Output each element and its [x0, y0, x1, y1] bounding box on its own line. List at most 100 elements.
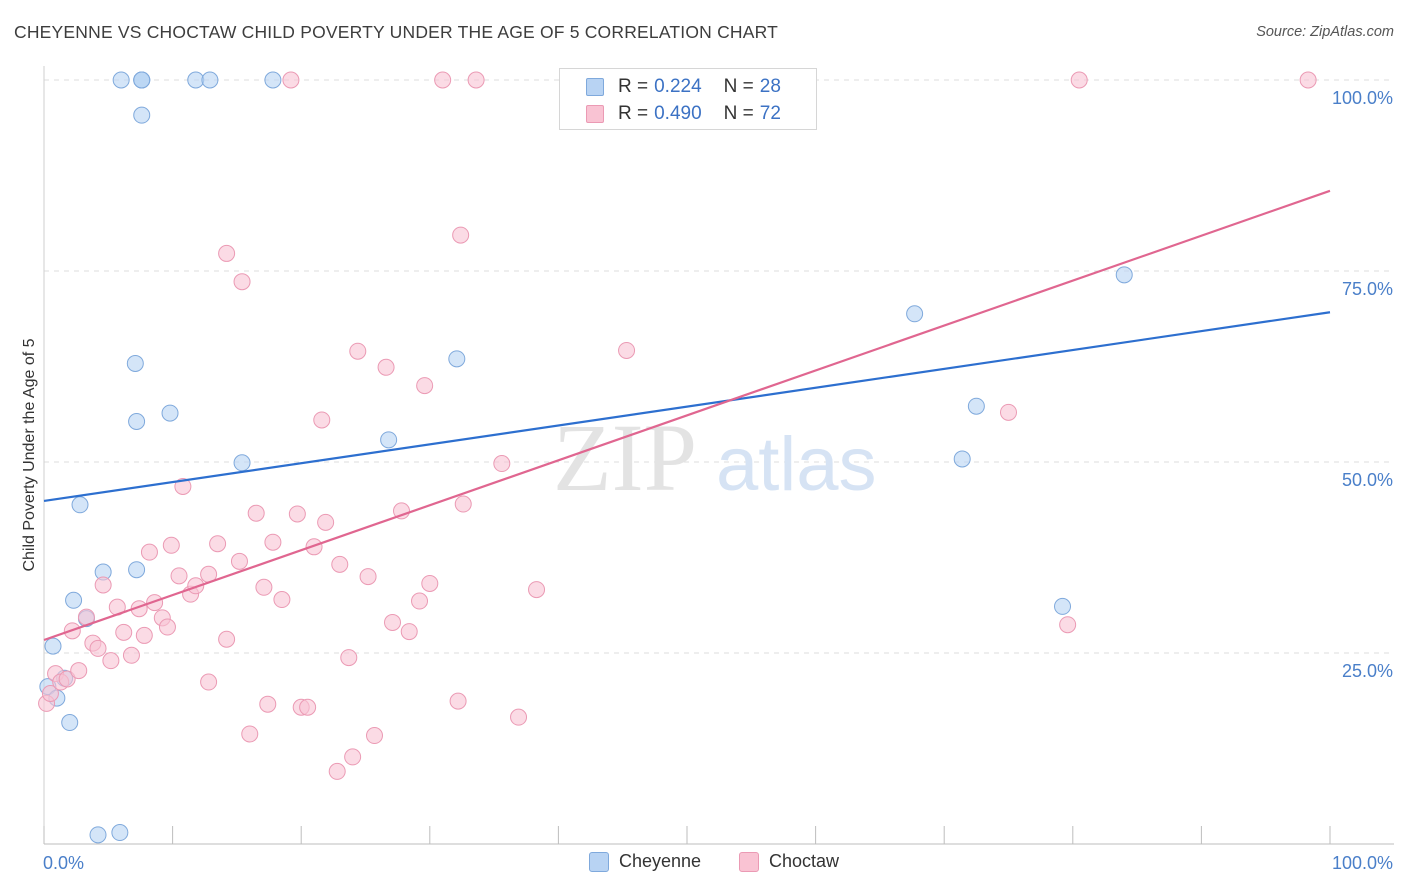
choctaw-point: [140, 543, 158, 561]
n-value: 72: [759, 103, 781, 124]
y-axis-label: Child Poverty Under the Age of 5: [21, 338, 38, 571]
cheyenne-point: [89, 826, 107, 844]
choctaw-point: [122, 646, 140, 664]
cheyenne-point: [65, 591, 83, 609]
cheyenne-point: [1115, 266, 1133, 284]
choctaw-point: [452, 226, 470, 244]
choctaw-point: [421, 574, 439, 592]
choctaw-point: [393, 502, 411, 520]
choctaw-point: [411, 592, 429, 610]
choctaw-point: [102, 652, 120, 670]
choctaw-point: [209, 535, 227, 553]
choctaw-point: [259, 695, 277, 713]
choctaw-point: [174, 477, 192, 495]
choctaw-point: [241, 725, 259, 743]
choctaw-point: [454, 495, 472, 513]
choctaw-point: [344, 748, 362, 766]
choctaw-point: [493, 455, 511, 473]
r-value: 0.224: [654, 76, 702, 97]
choctaw-point: [135, 626, 153, 644]
trend-lines: [43, 189, 1331, 642]
choctaw-point: [434, 71, 452, 89]
correlation-legend: R = 0.224 N = 28 R = 0.490 N = 72: [559, 68, 817, 130]
y-tick-label: 50.0%: [1342, 470, 1393, 490]
choctaw-point: [331, 555, 349, 573]
choctaw-point: [340, 649, 358, 667]
cheyenne-point: [44, 637, 62, 655]
choctaw-point: [288, 505, 306, 523]
choctaw-point: [1070, 71, 1088, 89]
r-label: R =: [618, 76, 649, 97]
cheyenne-point: [967, 397, 985, 415]
x-tick-label: 100.0%: [1332, 853, 1393, 873]
swatch-choctaw: [586, 105, 604, 123]
grid-lines: [44, 79, 1394, 654]
r-value: 0.490: [654, 103, 702, 124]
choctaw-point: [618, 341, 636, 359]
choctaw-point: [247, 504, 265, 522]
choctaw-point: [328, 762, 346, 780]
cheyenne-point: [448, 350, 466, 368]
choctaw-point: [230, 552, 248, 570]
series-legend: Cheyenne Choctaw: [0, 851, 1406, 877]
trend-line-cheyenne: [43, 311, 1331, 503]
cheyenne-point: [133, 106, 151, 124]
choctaw-point: [359, 568, 377, 586]
series-choctaw: [38, 71, 1317, 780]
choctaw-point: [146, 594, 164, 612]
choctaw-point: [158, 618, 176, 636]
n-label: N =: [723, 76, 754, 97]
choctaw-point: [1299, 71, 1317, 89]
cheyenne-point: [128, 561, 146, 579]
choctaw-point: [255, 578, 273, 596]
choctaw-point: [510, 708, 528, 726]
choctaw-point: [467, 71, 485, 89]
cheyenne-point: [112, 71, 130, 89]
legend-row-cheyenne: R = 0.224 N = 28: [586, 74, 781, 100]
swatch-choctaw: [739, 851, 759, 872]
choctaw-point: [94, 576, 112, 594]
cheyenne-point: [264, 71, 282, 89]
choctaw-point: [200, 673, 218, 691]
x-tick-label: 0.0%: [43, 853, 84, 873]
cheyenne-point: [133, 71, 151, 89]
legend-label-cheyenne: Cheyenne: [619, 851, 702, 871]
cheyenne-point: [111, 824, 129, 842]
legend-item-choctaw[interactable]: Choctaw: [739, 851, 839, 872]
choctaw-point: [41, 684, 59, 702]
watermark: ZIP atlas: [553, 404, 877, 511]
choctaw-point: [528, 581, 546, 599]
choctaw-point: [299, 698, 317, 716]
choctaw-point: [313, 411, 331, 429]
choctaw-point: [1059, 616, 1077, 634]
choctaw-point: [218, 244, 236, 262]
cheyenne-point: [128, 413, 146, 431]
choctaw-point: [1000, 403, 1017, 421]
legend-item-cheyenne[interactable]: Cheyenne: [589, 851, 701, 872]
choctaw-point: [349, 342, 367, 360]
cheyenne-point: [906, 305, 924, 323]
series-cheyenne: [39, 71, 1133, 844]
legend-row-choctaw: R = 0.490 N = 72: [586, 101, 781, 127]
legend-label-choctaw: Choctaw: [769, 851, 840, 871]
choctaw-point: [218, 630, 236, 648]
choctaw-point: [264, 533, 282, 551]
choctaw-point: [366, 727, 384, 745]
choctaw-point: [377, 358, 395, 376]
y-tick-label: 100.0%: [1332, 88, 1393, 108]
choctaw-point: [187, 577, 205, 595]
swatch-cheyenne: [589, 851, 609, 872]
cheyenne-point: [380, 431, 398, 449]
choctaw-point: [400, 623, 418, 641]
n-value: 28: [759, 76, 781, 97]
choctaw-point: [70, 662, 88, 680]
cheyenne-point: [126, 354, 144, 372]
choctaw-point: [162, 536, 180, 554]
cheyenne-point: [953, 450, 971, 468]
trend-line-choctaw: [43, 189, 1331, 642]
cheyenne-point: [1054, 597, 1072, 615]
choctaw-point: [384, 613, 402, 631]
choctaw-point: [233, 273, 251, 291]
cheyenne-point: [233, 454, 251, 472]
